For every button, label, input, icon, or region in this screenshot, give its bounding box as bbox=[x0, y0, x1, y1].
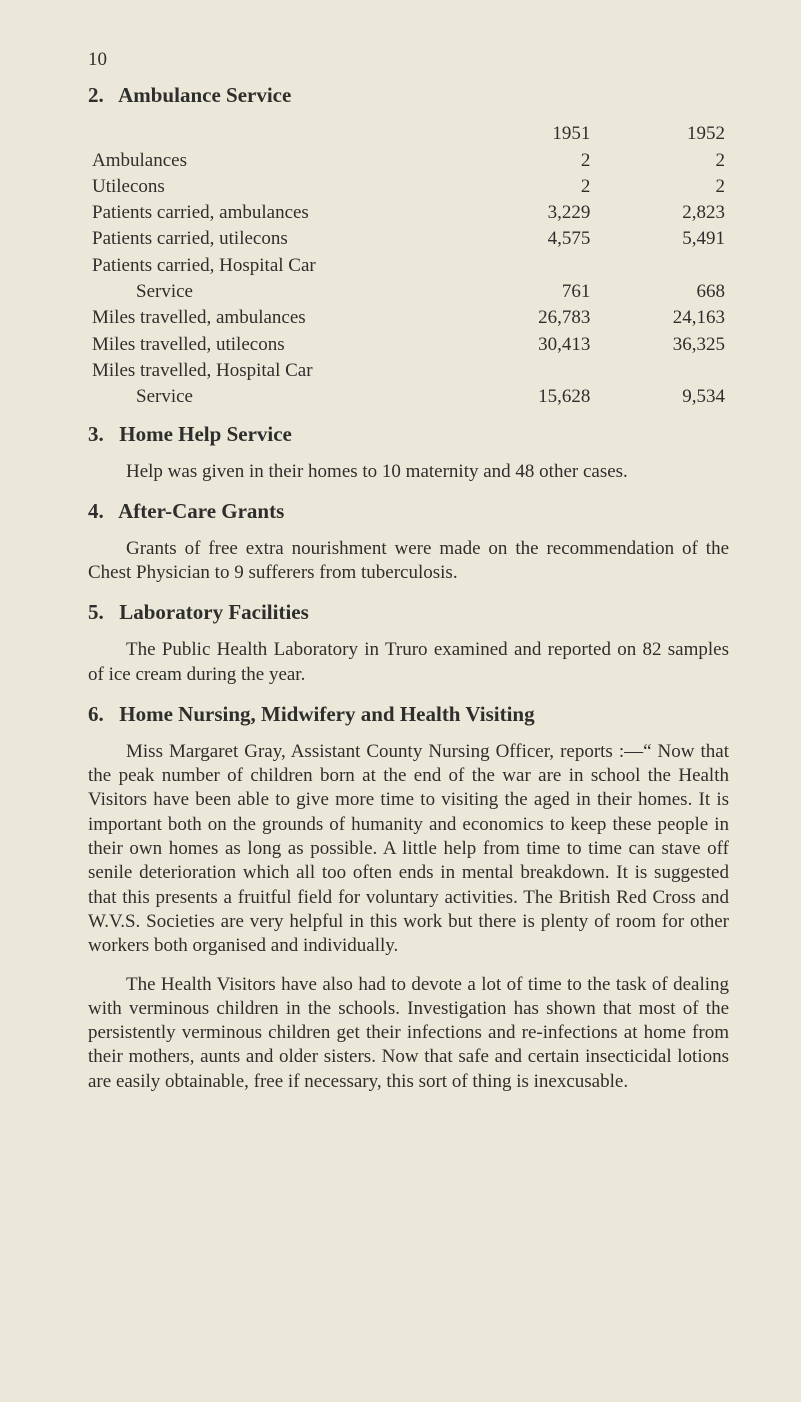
section-title: After-Care Grants bbox=[118, 499, 284, 523]
table-cell-label: Patients carried, utilecons bbox=[88, 226, 460, 252]
table-cell: 2 bbox=[594, 174, 729, 200]
section-heading-2: 2. Ambulance Service bbox=[88, 82, 729, 109]
section-number: 3. bbox=[88, 421, 114, 448]
section-title: Ambulance Service bbox=[118, 83, 291, 107]
section-title: Home Help Service bbox=[119, 422, 292, 446]
table-cell: 2 bbox=[460, 174, 595, 200]
section-title: Home Nursing, Midwifery and Health Visit… bbox=[119, 702, 534, 726]
table-row: Miles travelled, utilecons 30,413 36,325 bbox=[88, 332, 729, 358]
table-cell-label: Service bbox=[88, 279, 460, 305]
page-number: 10 bbox=[88, 48, 729, 72]
table-cell-label: Ambulances bbox=[88, 148, 460, 174]
ambulance-table: 1951 1952 Ambulances 2 2 Utilecons 2 2 P… bbox=[88, 121, 729, 410]
table-row: Patients carried, Hospital Car bbox=[88, 253, 729, 279]
section-number: 5. bbox=[88, 599, 114, 626]
table-row: Miles travelled, ambulances 26,783 24,16… bbox=[88, 305, 729, 331]
table-header-year2: 1952 bbox=[594, 121, 729, 147]
paragraph: The Public Health Laboratory in Truro ex… bbox=[88, 638, 729, 687]
document-page: 10 2. Ambulance Service 1951 1952 Ambula… bbox=[0, 0, 801, 1402]
table-cell: 9,534 bbox=[594, 384, 729, 410]
table-cell: 2,823 bbox=[594, 200, 729, 226]
table-cell-label: Miles travelled, utilecons bbox=[88, 332, 460, 358]
section-number: 2. bbox=[88, 82, 114, 109]
table-cell-label: Patients carried, Hospital Car bbox=[88, 253, 460, 279]
table-cell-label: Miles travelled, ambulances bbox=[88, 305, 460, 331]
table-row: Patients carried, utilecons 4,575 5,491 bbox=[88, 226, 729, 252]
paragraph: The Health Visitors have also had to dev… bbox=[88, 973, 729, 1095]
table-cell: 761 bbox=[460, 279, 595, 305]
table-cell-label: Service bbox=[88, 384, 460, 410]
section-number: 6. bbox=[88, 701, 114, 728]
table-cell: 3,229 bbox=[460, 200, 595, 226]
table-cell: 36,325 bbox=[594, 332, 729, 358]
table-row: Service 15,628 9,534 bbox=[88, 384, 729, 410]
section-heading-4: 4. After-Care Grants bbox=[88, 498, 729, 525]
section-number: 4. bbox=[88, 498, 114, 525]
table-row: Utilecons 2 2 bbox=[88, 174, 729, 200]
table-cell: 668 bbox=[594, 279, 729, 305]
table-cell: 30,413 bbox=[460, 332, 595, 358]
table-cell-label: Utilecons bbox=[88, 174, 460, 200]
table-cell: 26,783 bbox=[460, 305, 595, 331]
table-cell: 2 bbox=[594, 148, 729, 174]
section-heading-5: 5. Laboratory Facilities bbox=[88, 599, 729, 626]
section-heading-3: 3. Home Help Service bbox=[88, 421, 729, 448]
table-row: Service 761 668 bbox=[88, 279, 729, 305]
table-cell: 2 bbox=[460, 148, 595, 174]
table-cell: 15,628 bbox=[460, 384, 595, 410]
table-cell-label: Miles travelled, Hospital Car bbox=[88, 358, 460, 384]
table-row: Patients carried, ambulances 3,229 2,823 bbox=[88, 200, 729, 226]
table-cell: 5,491 bbox=[594, 226, 729, 252]
table-header-row: 1951 1952 bbox=[88, 121, 729, 147]
section-heading-6: 6. Home Nursing, Midwifery and Health Vi… bbox=[88, 701, 729, 728]
table-row: Miles travelled, Hospital Car bbox=[88, 358, 729, 384]
table-cell: 24,163 bbox=[594, 305, 729, 331]
section-title: Laboratory Facilities bbox=[119, 600, 309, 624]
table-header-year1: 1951 bbox=[460, 121, 595, 147]
table-cell-label: Patients carried, ambulances bbox=[88, 200, 460, 226]
paragraph: Help was given in their homes to 10 mate… bbox=[88, 460, 729, 484]
table-row: Ambulances 2 2 bbox=[88, 148, 729, 174]
paragraph: Miss Margaret Gray, Assistant County Nur… bbox=[88, 740, 729, 959]
paragraph: Grants of free extra nourishment were ma… bbox=[88, 537, 729, 586]
table-cell: 4,575 bbox=[460, 226, 595, 252]
